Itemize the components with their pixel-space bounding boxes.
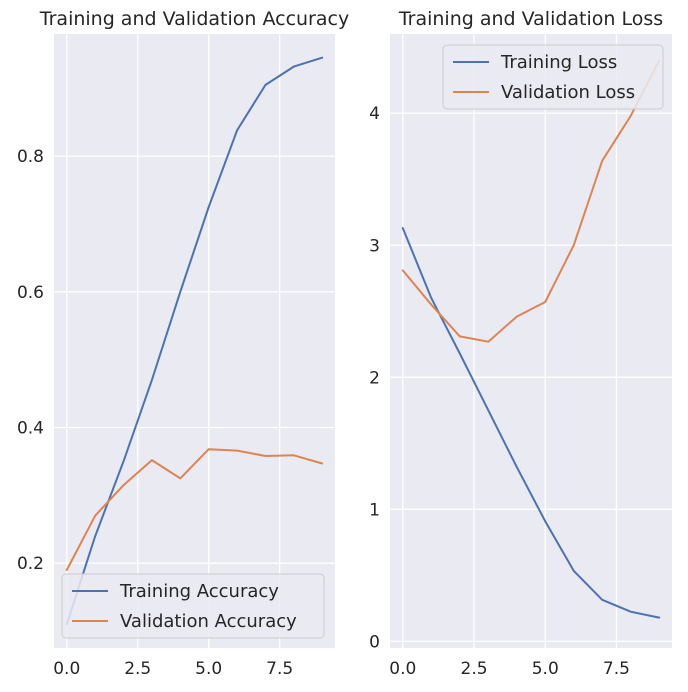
x-tick-label: 7.5 <box>603 659 630 679</box>
legend-box <box>61 573 325 639</box>
x-tick-label: 2.5 <box>124 659 151 679</box>
series-line-training-accuracy <box>65 56 324 626</box>
y-tick-label: 0.6 <box>17 283 44 303</box>
x-tick-label: 5.0 <box>195 659 222 679</box>
x-tick-label: 5.0 <box>532 659 559 679</box>
x-tick-label: 0.0 <box>53 659 80 679</box>
x-tick-label: 2.5 <box>461 659 488 679</box>
legend: Training Accuracy Validation Accuracy <box>61 573 325 639</box>
legend-label: Validation Loss <box>501 82 635 103</box>
y-tick-label: 1 <box>369 500 380 520</box>
legend-label: Validation Accuracy <box>120 611 297 632</box>
y-tick-label: 0 <box>369 632 380 652</box>
series-line-training-loss <box>401 227 661 619</box>
chart-title: Training and Validation Loss <box>398 8 663 30</box>
y-tick-label: 0.4 <box>17 419 44 439</box>
legend-label: Training Accuracy <box>119 581 279 602</box>
chart-accuracy: 0.0 2.5 5.0 7.5 0.2 0.4 0.6 0.8 Training and Val… <box>17 8 349 679</box>
plot-area <box>54 34 335 648</box>
series-line-validation-accuracy <box>65 448 324 571</box>
plot-area <box>390 34 672 648</box>
y-tick-label: 0.2 <box>17 554 44 574</box>
y-tick-label: 3 <box>369 236 380 256</box>
legend: Training Loss Validation Loss <box>442 44 664 110</box>
chart-title: Training and Validation Accuracy <box>39 8 349 30</box>
x-tick-label: 0.0 <box>389 659 416 679</box>
y-tick-label: 0.8 <box>17 147 44 167</box>
legend-label: Training Loss <box>500 52 617 73</box>
chart-loss: 0.0 2.5 5.0 7.5 0 1 2 3 4 Training and Validation… <box>369 8 672 679</box>
x-tick-label: 7.5 <box>266 659 293 679</box>
legend-box <box>442 44 664 110</box>
series-line-validation-loss <box>401 59 661 343</box>
y-tick-label: 4 <box>369 104 380 124</box>
y-tick-label: 2 <box>369 368 380 388</box>
